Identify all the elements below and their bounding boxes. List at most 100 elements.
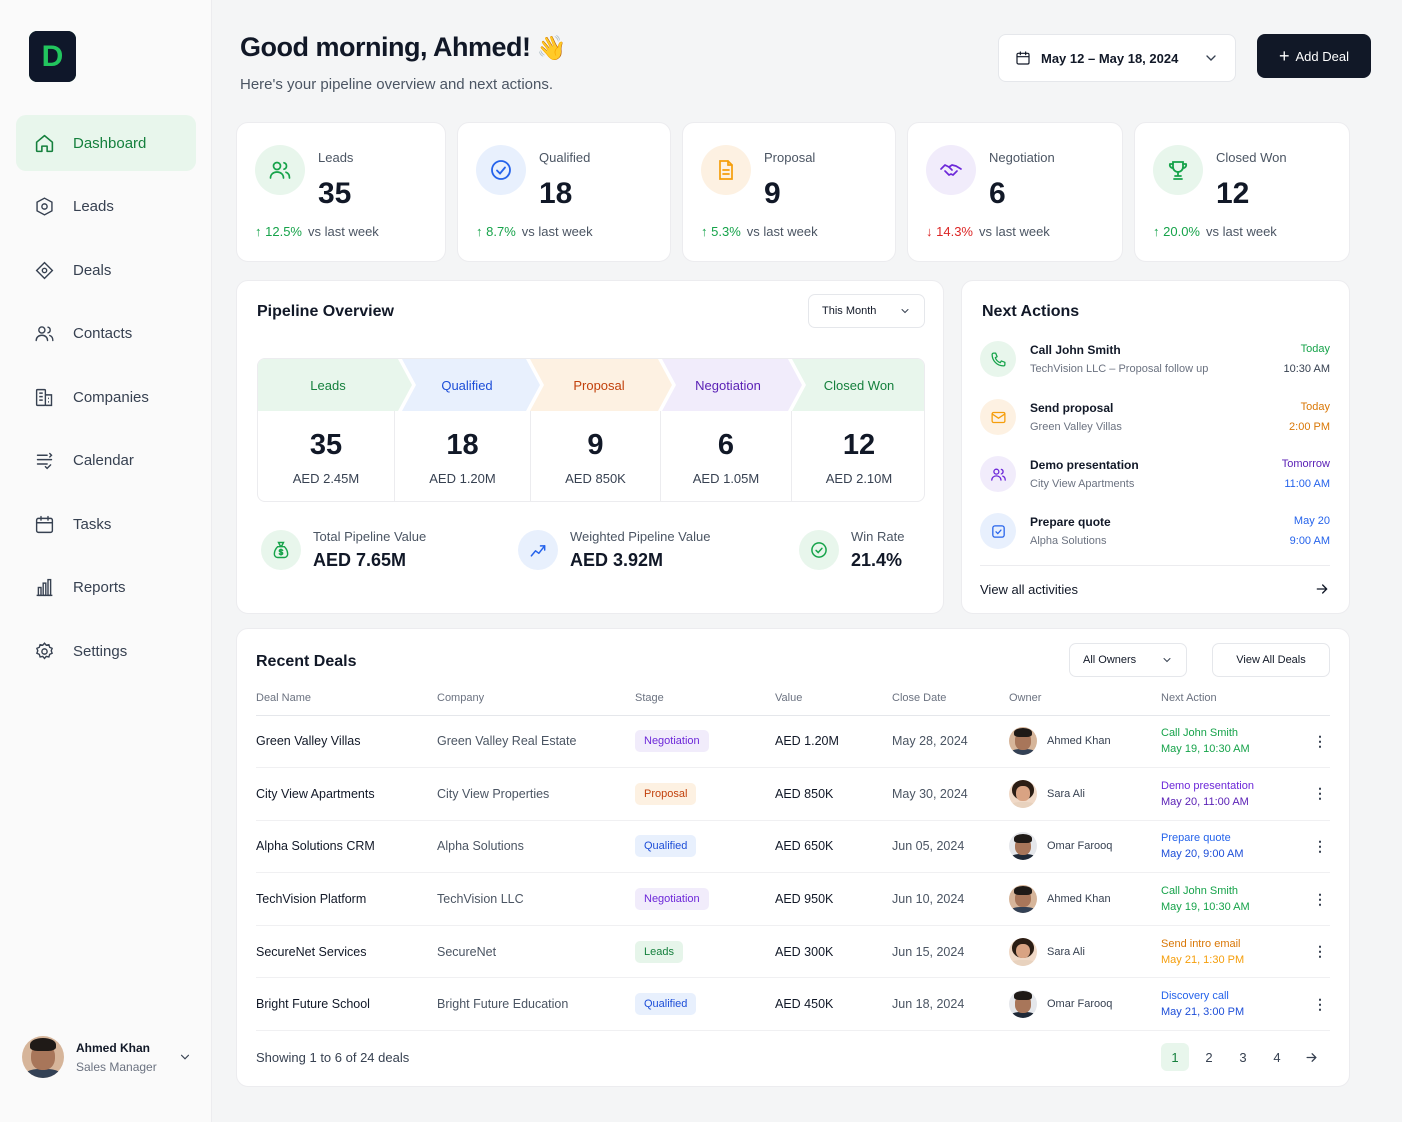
wave-emoji: 👋 [536, 35, 566, 62]
deal-name[interactable]: SecureNet Services [256, 925, 437, 979]
stage-header-leads[interactable]: Leads [310, 377, 346, 393]
date-range-picker[interactable]: May 12 – May 18, 2024 [998, 34, 1236, 82]
page-button[interactable]: 3 [1239, 1049, 1247, 1065]
more-options-icon[interactable]: ⋮ [1313, 890, 1327, 907]
action-item[interactable]: Prepare quote Alpha Solutions May 20 9:00 … [980, 509, 1330, 553]
more-options-icon[interactable]: ⋮ [1313, 785, 1327, 802]
table-row[interactable]: TechVision Platform TechVision LLC Negot… [256, 872, 1330, 926]
deal-value: AED 850K [775, 767, 892, 821]
sidebar-item-tasks[interactable]: Tasks [16, 496, 196, 552]
stage-value: AED 1.20M [429, 471, 496, 486]
kpi-card-leads[interactable]: Leads 35 ↑ 12.5% vs last week [236, 122, 446, 262]
stage-header-closed-won[interactable]: Closed Won [823, 377, 895, 393]
sidebar-item-contacts[interactable]: Contacts [16, 306, 196, 362]
next-action[interactable]: Call John Smith [1161, 885, 1239, 898]
avatar [1009, 885, 1037, 914]
table-row[interactable]: City View Apartments City View Propertie… [256, 767, 1330, 821]
action-day: Today [1300, 343, 1330, 355]
stage-column: 6 AED 1.05M [661, 411, 792, 501]
arrow-up-icon: ↑ 12.5% [255, 224, 302, 239]
kpi-card-negotiation[interactable]: Negotiation 6 ↓ 14.3% vs last week [907, 122, 1123, 262]
page-button[interactable]: 4 [1273, 1049, 1281, 1065]
next-action-time: May 20, 9:00 AM [1161, 848, 1244, 861]
stage-header-negotiation[interactable]: Negotiation [695, 377, 761, 393]
sidebar-item-label: Reports [73, 579, 126, 596]
calendar-list-icon [36, 452, 53, 470]
next-action[interactable]: Call John Smith [1161, 727, 1239, 740]
more-options-icon[interactable]: ⋮ [1313, 943, 1327, 960]
gear-icon [36, 641, 53, 659]
sidebar-item-leads[interactable]: Leads [16, 179, 196, 235]
next-action[interactable]: Discovery call [1161, 990, 1229, 1003]
deal-name[interactable]: Green Valley Villas [256, 715, 437, 769]
handshake-icon [940, 164, 962, 176]
table-row[interactable]: SecureNet Services SecureNet Leads AED 3… [256, 925, 1330, 979]
table-row[interactable]: Bright Future School Bright Future Educa… [256, 977, 1330, 1032]
next-page-button[interactable] [1297, 1043, 1325, 1071]
action-title: Demo presentation [1030, 458, 1139, 472]
action-day: Tomorrow [1281, 458, 1330, 470]
next-action-time: May 21, 3:00 PM [1161, 1006, 1245, 1019]
more-options-icon[interactable]: ⋮ [1313, 995, 1327, 1012]
calendar-icon [1016, 51, 1030, 65]
column-header[interactable]: Deal Name [256, 681, 437, 716]
money-bag-icon [273, 541, 289, 559]
column-header[interactable]: Company [437, 681, 635, 716]
more-options-icon[interactable]: ⋮ [1313, 732, 1327, 749]
pv-value: 21.4% [851, 550, 903, 570]
chevron-down-icon[interactable] [178, 1050, 192, 1064]
app-logo[interactable]: D [29, 31, 76, 82]
sidebar-item-reports[interactable]: Reports [16, 560, 196, 616]
action-icon-bg [980, 513, 1016, 549]
table-row[interactable]: Green Valley Villas Green Valley Real Es… [256, 715, 1330, 769]
sidebar-item-settings[interactable]: Settings [16, 623, 196, 679]
deal-name[interactable]: City View Apartments [256, 767, 437, 821]
table-row[interactable]: Alpha Solutions CRM Alpha Solutions Qual… [256, 820, 1330, 874]
next-action[interactable]: Demo presentation [1161, 779, 1254, 792]
stage-header-proposal[interactable]: Proposal [573, 377, 625, 393]
deal-name[interactable]: Bright Future School [256, 977, 437, 1032]
close-date: Jun 05, 2024 [892, 820, 1009, 874]
deal-name[interactable]: TechVision Platform [256, 872, 437, 926]
next-action[interactable]: Prepare quote [1161, 832, 1231, 845]
kpi-trend: ↑ 12.5% vs last week [255, 224, 379, 239]
owner-filter-dropdown[interactable]: All Owners [1069, 643, 1187, 677]
view-all-deals-button[interactable]: View All Deals [1212, 643, 1330, 677]
sidebar-item-companies[interactable]: Companies [16, 369, 196, 425]
page-button[interactable]: 2 [1205, 1049, 1213, 1065]
owner-name: Sara Ali [1047, 945, 1085, 958]
kpi-period: vs last week [746, 224, 818, 239]
action-item[interactable]: Send proposal Green Valley Villas Today 2:… [980, 395, 1330, 439]
sidebar-item-dashboard[interactable]: Dashboard [16, 115, 196, 171]
stage-header-qualified[interactable]: Qualified [441, 377, 493, 393]
more-options-icon[interactable]: ⋮ [1313, 837, 1327, 854]
pagination: 1 2 3 4 [1155, 1043, 1325, 1071]
target-icon [36, 197, 53, 216]
add-deal-button[interactable]: + Add Deal [1257, 34, 1371, 78]
weighted-pipeline-value: Weighted Pipeline Value AED 3.92M [518, 529, 710, 571]
column-header[interactable]: Close Date [892, 681, 1009, 716]
next-action-time: May 19, 10:30 AM [1161, 901, 1250, 914]
kpi-card-proposal[interactable]: Proposal 9 ↑ 5.3% vs last week [682, 122, 896, 262]
sidebar-item-deals[interactable]: Deals [16, 242, 196, 298]
sidebar-item-label: Calendar [73, 452, 134, 469]
kpi-icon-bg [701, 145, 751, 195]
stage-count: 6 [717, 429, 735, 461]
kpi-card-qualified[interactable]: Qualified 18 ↑ 8.7% vs last week [457, 122, 671, 262]
column-header[interactable]: Value [775, 681, 892, 716]
next-action[interactable]: Send intro email [1161, 937, 1241, 950]
sidebar-item-calendar[interactable]: Calendar [16, 433, 196, 489]
column-header[interactable]: Stage [635, 681, 775, 716]
column-header[interactable]: Owner [1009, 681, 1161, 716]
user-profile[interactable]: Ahmed Khan Sales Manager [22, 1034, 192, 1080]
action-item[interactable]: Demo presentation City View Apartments To… [980, 452, 1330, 496]
column-header[interactable]: Next Action [1161, 681, 1310, 716]
kpi-card-closed-won[interactable]: Closed Won 12 ↑ 20.0% vs last week [1134, 122, 1350, 262]
kpi-icon-bg [476, 145, 526, 195]
view-all-activities-link[interactable]: View all activities [980, 581, 1330, 597]
deal-name[interactable]: Alpha Solutions CRM [256, 820, 437, 874]
page-button[interactable]: 1 [1161, 1043, 1189, 1071]
period-filter-dropdown[interactable]: This Month [808, 294, 925, 328]
action-item[interactable]: Call John Smith TechVision LLC – Proposal… [980, 337, 1330, 381]
user-name: Ahmed Khan [76, 1040, 151, 1055]
